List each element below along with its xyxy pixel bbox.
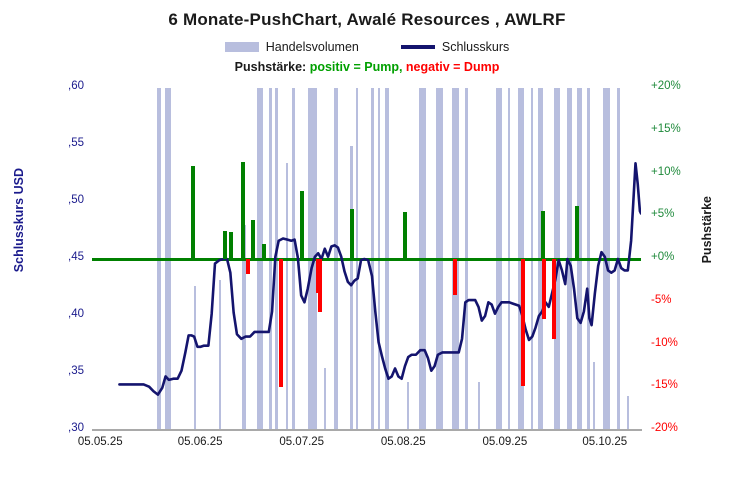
push-legend-prefix: Pushstärke: — [234, 60, 307, 74]
volume-bar — [218, 279, 221, 430]
push-bar-negative — [521, 259, 526, 386]
y-axis-left-tick-label: ,60 — [68, 80, 84, 92]
x-axis-baseline — [92, 429, 642, 431]
y-axis-right-tick-label: -20% — [651, 422, 678, 434]
volume-bar — [242, 224, 246, 430]
volume-bar — [285, 163, 288, 430]
push-bar-negative — [542, 259, 547, 319]
push-legend-positive: positiv = Pump, — [309, 60, 403, 74]
push-bar-negative — [315, 259, 320, 294]
legend-item-volume: Handelsvolumen — [224, 40, 359, 54]
legend-label-volume: Handelsvolumen — [265, 40, 359, 54]
price-line-chart — [118, 161, 641, 396]
push-bar-positive — [241, 162, 246, 259]
price-line-path — [118, 161, 641, 396]
y-axis-right-tick-label: -15% — [651, 379, 678, 392]
push-bar-positive — [350, 209, 355, 259]
volume-bar — [193, 286, 196, 430]
y-axis-right-tick-label: +10% — [651, 165, 681, 178]
push-bar-positive — [575, 205, 580, 259]
push-bar-positive — [229, 232, 234, 259]
x-axis-tick-label: 05.05.25 — [77, 436, 123, 448]
y-axis-left-tick-label: ,30 — [68, 422, 84, 434]
volume-swatch-icon — [224, 42, 259, 52]
y-axis-left-tick-label: ,45 — [68, 251, 84, 263]
push-bar-positive — [541, 211, 546, 259]
y-axis-left-tick-label: ,55 — [68, 137, 84, 149]
push-bar-negative — [453, 259, 458, 295]
push-bar-positive — [190, 165, 195, 259]
y-axis-right-tick-label: +0% — [651, 251, 675, 263]
push-bar-negative — [245, 259, 250, 275]
volume-bar — [592, 361, 595, 430]
x-axis-tick-label: 05.09.25 — [482, 436, 528, 448]
y-axis-right-tick-label: -5% — [651, 293, 672, 306]
push-bar-positive — [299, 191, 304, 259]
push-bar-negative — [318, 259, 323, 312]
x-axis-tick-label: 05.10.25 — [582, 436, 628, 448]
push-bar-negative — [552, 259, 557, 340]
y-axis-left-tick-label: ,35 — [68, 365, 84, 377]
volume-bar — [627, 395, 630, 430]
y-axis-right-title: Pushstärke — [700, 196, 714, 264]
y-axis-left-tick-label: ,40 — [68, 308, 84, 320]
plot-area — [92, 88, 641, 430]
y-axis-right-tick-label: +5% — [651, 208, 675, 221]
price-line-swatch-icon — [400, 45, 435, 49]
push-bar-positive — [402, 211, 407, 259]
y-axis-right-tick-label: -10% — [651, 336, 678, 349]
x-axis-tick-label: 05.07.25 — [279, 436, 325, 448]
push-legend: Pushstärke: positiv = Pump, negativ = Du… — [0, 60, 734, 74]
y-axis-left-tick-label: ,50 — [68, 194, 84, 206]
volume-bar — [350, 146, 354, 430]
y-axis-left-title: Schlusskurs USD — [12, 168, 26, 273]
legend-label-price: Schlusskurs — [441, 40, 510, 54]
chart-legend: Handelsvolumen Schlusskurs — [0, 40, 734, 54]
y-axis-right-tick-label: +20% — [651, 80, 681, 92]
push-bar-positive — [222, 230, 227, 259]
push-legend-negative: negativ = Dump — [405, 60, 500, 74]
legend-item-price: Schlusskurs — [400, 40, 510, 54]
volume-bar — [407, 382, 410, 430]
y-axis-right-tick-label: +15% — [651, 122, 681, 135]
volume-bar — [477, 382, 481, 430]
push-bar-positive — [262, 243, 267, 259]
x-axis-tick-label: 05.08.25 — [380, 436, 426, 448]
push-bar-positive — [251, 219, 256, 259]
x-axis-tick-label: 05.06.25 — [177, 436, 223, 448]
chart-title: 6 Monate-PushChart, Awalé Resources , AW… — [168, 10, 566, 29]
volume-bar — [324, 368, 327, 430]
push-bar-negative — [278, 259, 283, 388]
